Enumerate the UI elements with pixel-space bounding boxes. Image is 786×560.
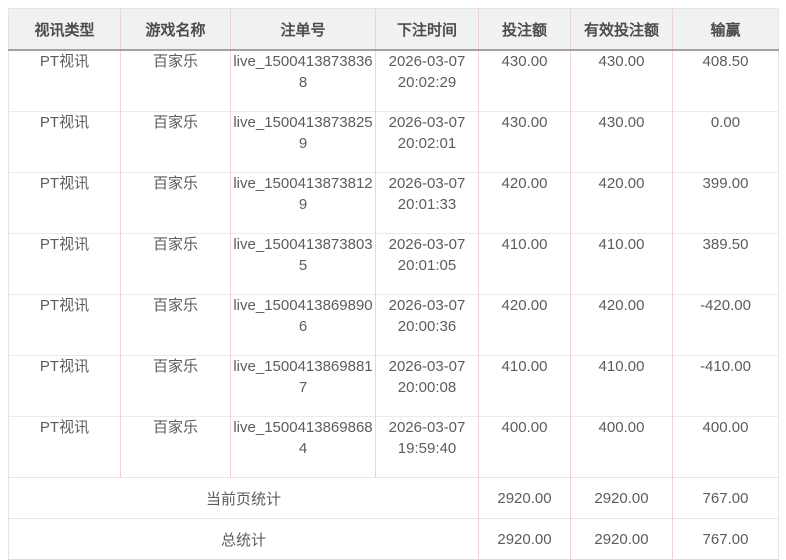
cell-valid-bet-amount: 430.00	[570, 111, 673, 173]
cell-game-name: 百家乐	[120, 355, 231, 417]
column-header-bet-id: 注单号	[230, 8, 376, 51]
cell-win-loss: 0.00	[672, 111, 779, 173]
cell-bet-id: live_15004138698684	[230, 416, 376, 478]
total-summary-row: 总统计 2920.00 2920.00 767.00	[8, 518, 779, 560]
summary-win-loss: 767.00	[672, 518, 779, 560]
cell-video-type: PT视讯	[8, 355, 121, 417]
cell-bet-amount: 420.00	[478, 294, 571, 356]
cell-bet-amount: 410.00	[478, 355, 571, 417]
cell-bet-amount: 430.00	[478, 111, 571, 173]
cell-video-type: PT视讯	[8, 49, 121, 112]
cell-bet-id: live_15004138738035	[230, 233, 376, 295]
cell-bet-amount: 430.00	[478, 49, 571, 112]
cell-valid-bet-amount: 430.00	[570, 49, 673, 112]
cell-bet-time: 2026-03-07 20:02:01	[375, 111, 479, 173]
column-header-video-type: 视讯类型	[8, 8, 121, 51]
summary-valid-bet-amount: 2920.00	[570, 518, 673, 560]
column-header-game-name: 游戏名称	[120, 8, 231, 51]
cell-game-name: 百家乐	[120, 416, 231, 478]
column-header-bet-amount: 投注额	[478, 8, 571, 51]
cell-bet-amount: 410.00	[478, 233, 571, 295]
cell-game-name: 百家乐	[120, 49, 231, 112]
current-page-summary-row: 当前页统计 2920.00 2920.00 767.00	[8, 477, 779, 519]
header-row: 视讯类型 游戏名称 注单号 下注时间 投注额 有效投注额 输赢	[8, 8, 779, 51]
column-header-win-loss: 输赢	[672, 8, 779, 51]
cell-video-type: PT视讯	[8, 111, 121, 173]
cell-bet-id: live_15004138738129	[230, 172, 376, 234]
cell-game-name: 百家乐	[120, 172, 231, 234]
cell-video-type: PT视讯	[8, 233, 121, 295]
cell-bet-id: live_15004138698906	[230, 294, 376, 356]
cell-win-loss: 408.50	[672, 49, 779, 112]
column-header-bet-time: 下注时间	[375, 8, 479, 51]
cell-valid-bet-amount: 410.00	[570, 233, 673, 295]
summary-bet-amount: 2920.00	[478, 477, 571, 519]
cell-bet-amount: 400.00	[478, 416, 571, 478]
cell-bet-id: live_15004138738368	[230, 49, 376, 112]
cell-bet-time: 2026-03-07 20:00:08	[375, 355, 479, 417]
cell-valid-bet-amount: 420.00	[570, 172, 673, 234]
cell-bet-time: 2026-03-07 20:01:33	[375, 172, 479, 234]
table-row: PT视讯 百家乐 live_15004138698906 2026-03-07 …	[8, 294, 779, 356]
summary-label: 当前页统计	[8, 477, 479, 519]
table-row: PT视讯 百家乐 live_15004138738129 2026-03-07 …	[8, 172, 779, 234]
summary-bet-amount: 2920.00	[478, 518, 571, 560]
bet-records-grid: 视讯类型 游戏名称 注单号 下注时间 投注额 有效投注额 输赢 PT视讯 百家乐…	[8, 8, 779, 560]
cell-valid-bet-amount: 400.00	[570, 416, 673, 478]
table-row: PT视讯 百家乐 live_15004138738368 2026-03-07 …	[8, 49, 779, 112]
cell-win-loss: -420.00	[672, 294, 779, 356]
cell-game-name: 百家乐	[120, 294, 231, 356]
summary-label: 总统计	[8, 518, 479, 560]
table-row: PT视讯 百家乐 live_15004138738259 2026-03-07 …	[8, 111, 779, 173]
summary-win-loss: 767.00	[672, 477, 779, 519]
table-row: PT视讯 百家乐 live_15004138698684 2026-03-07 …	[8, 416, 779, 478]
cell-win-loss: 399.00	[672, 172, 779, 234]
cell-win-loss: -410.00	[672, 355, 779, 417]
bet-records-table: 视讯类型 游戏名称 注单号 下注时间 投注额 有效投注额 输赢 PT视讯 百家乐…	[8, 8, 779, 560]
cell-valid-bet-amount: 410.00	[570, 355, 673, 417]
table-row: PT视讯 百家乐 live_15004138698817 2026-03-07 …	[8, 355, 779, 417]
cell-bet-time: 2026-03-07 20:02:29	[375, 49, 479, 112]
cell-video-type: PT视讯	[8, 294, 121, 356]
table-row: PT视讯 百家乐 live_15004138738035 2026-03-07 …	[8, 233, 779, 295]
column-header-valid-bet-amount: 有效投注额	[570, 8, 673, 51]
cell-win-loss: 389.50	[672, 233, 779, 295]
cell-valid-bet-amount: 420.00	[570, 294, 673, 356]
cell-bet-amount: 420.00	[478, 172, 571, 234]
cell-video-type: PT视讯	[8, 416, 121, 478]
cell-win-loss: 400.00	[672, 416, 779, 478]
cell-bet-time: 2026-03-07 19:59:40	[375, 416, 479, 478]
cell-bet-id: live_15004138698817	[230, 355, 376, 417]
cell-video-type: PT视讯	[8, 172, 121, 234]
cell-bet-time: 2026-03-07 20:00:36	[375, 294, 479, 356]
cell-game-name: 百家乐	[120, 233, 231, 295]
cell-bet-time: 2026-03-07 20:01:05	[375, 233, 479, 295]
summary-valid-bet-amount: 2920.00	[570, 477, 673, 519]
cell-bet-id: live_15004138738259	[230, 111, 376, 173]
cell-game-name: 百家乐	[120, 111, 231, 173]
